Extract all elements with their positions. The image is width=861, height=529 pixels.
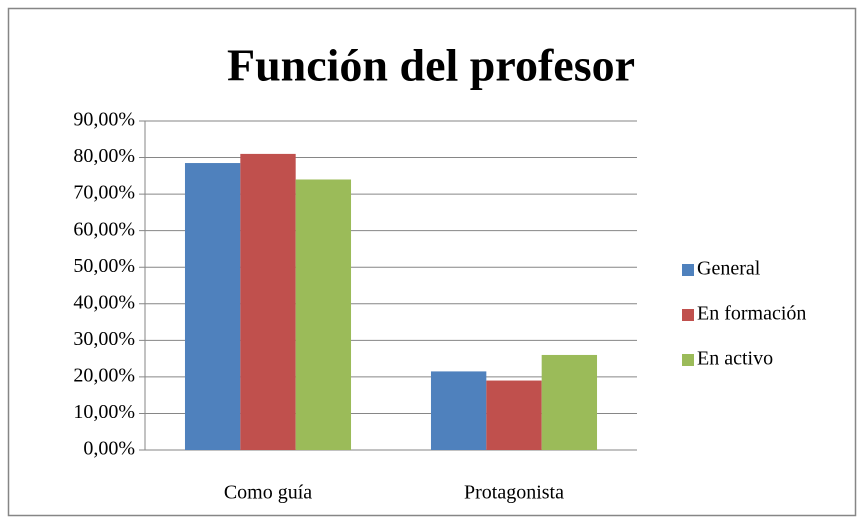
legend-swatch: [682, 354, 694, 366]
legend-label: En activo: [697, 348, 773, 370]
bar: [541, 354, 598, 450]
bar: [295, 179, 352, 450]
y-tick-label: 70,00%: [73, 182, 135, 204]
x-tick-label: Como guía: [224, 482, 312, 504]
y-tick-label: 30,00%: [73, 328, 135, 350]
y-tick-label: 50,00%: [73, 255, 135, 277]
y-tick-label: 20,00%: [73, 364, 135, 386]
y-tick-label: 80,00%: [73, 145, 135, 167]
legend-swatch: [682, 309, 694, 321]
legend-label: En formación: [697, 303, 806, 325]
y-tick-label: 40,00%: [73, 291, 135, 313]
legend-label: General: [697, 258, 761, 280]
x-tick-label: Protagonista: [464, 482, 564, 504]
y-tick-label: 0,00%: [83, 438, 135, 460]
chart-title: Función del profesor: [227, 40, 635, 91]
y-tick-label: 10,00%: [73, 401, 135, 423]
bar: [184, 163, 241, 451]
bar: [430, 371, 487, 450]
bar: [240, 153, 296, 450]
y-tick-label: 90,00%: [73, 109, 135, 131]
y-tick-label: 60,00%: [73, 218, 135, 240]
bar: [486, 380, 542, 450]
legend-swatch: [682, 264, 694, 276]
